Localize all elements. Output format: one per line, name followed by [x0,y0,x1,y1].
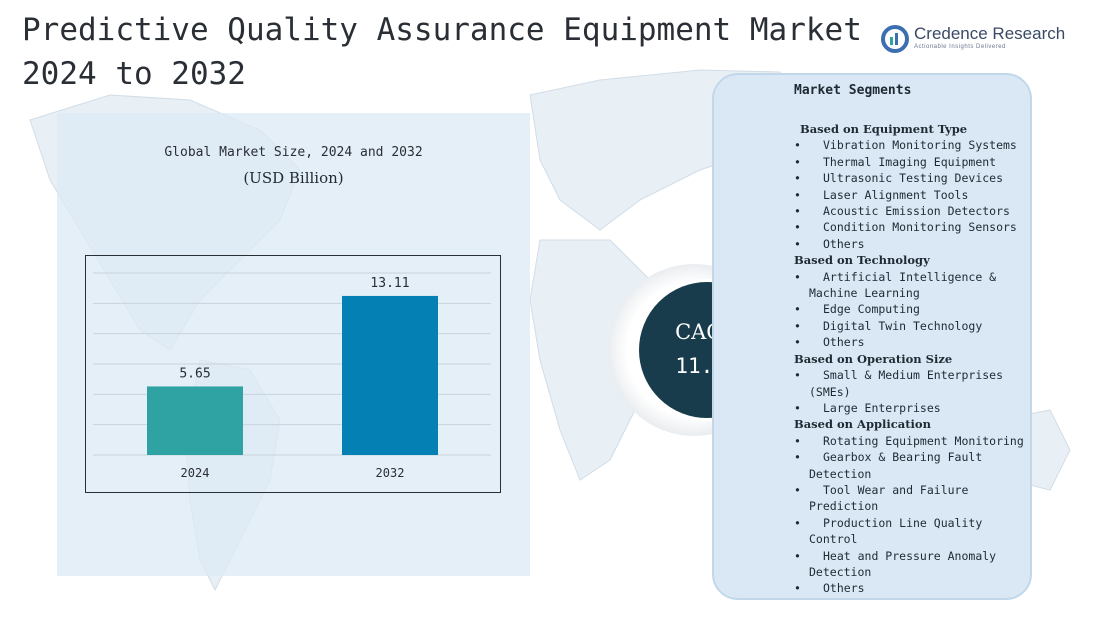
segment-item: Edge Computing [794,301,1032,318]
chart-title: Global Market Size, 2024 and 2032 [164,145,423,160]
segment-item: Thermal Imaging Equipment [794,154,1032,171]
credence-research-logo: Credence Research Actionable Insights De… [880,22,1070,56]
chart-panel: Global Market Size, 2024 and 2032 (USD B… [57,113,530,576]
segment-heading: Based on Operation Size [794,351,953,366]
segment-heading: Based on Application [794,417,931,432]
chart-unit: (USD Billion) [243,169,344,187]
title-line-2: 2024 to 2032 [22,56,246,92]
segment-item: Others [794,580,1032,597]
segment-item: Heat and Pressure Anomaly Detection [794,548,1032,581]
bar-2024 [147,386,243,455]
segment-item: Laser Alignment Tools [794,187,1032,204]
segment-item: Condition Monitoring Sensors [794,219,1032,236]
market-segments-panel: Market Segments Based on Equipment TypeV… [712,73,1032,600]
segments-list: Based on Equipment TypeVibration Monitor… [632,121,1032,597]
segment-item: Gearbox & Bearing Fault Detection [794,449,1032,482]
segment-heading: Based on Technology [794,253,930,268]
segment-item: Small & Medium Enterprises (SMEs) [794,367,1032,400]
data-label: 13.11 [370,276,409,291]
tick-label: 2024 [181,466,210,480]
segment-item: Digital Twin Technology [794,318,1032,335]
segment-item: Rotating Equipment Monitoring [794,433,1032,450]
page-title: Predictive Quality Assurance Equipment M… [22,8,882,96]
bar-chart: 5.65 2024 13.11 2032 [85,255,501,493]
chart-frame [85,255,501,493]
segment-item: Production Line Quality Control [794,515,1032,548]
logo-icon [881,25,909,53]
segment-item: Others [794,334,1032,351]
segment-item: Artificial Intelligence & Machine Learni… [794,269,1032,302]
logo-name: Credence Research [914,24,1066,43]
segment-item: Large Enterprises [794,400,1032,417]
segment-item: Ultrasonic Testing Devices [794,170,1032,187]
segment-item: Others [794,236,1032,253]
segment-item: Vibration Monitoring Systems [794,137,1032,154]
bar-2032 [342,295,438,455]
segment-heading: Based on Equipment Type [800,122,968,136]
logo-tagline: Actionable Insights Delivered [914,44,1006,50]
segment-item: Acoustic Emission Detectors [794,203,1032,220]
data-label: 5.65 [179,366,210,381]
segments-title: Market Segments [794,83,912,98]
title-line-1: Predictive Quality Assurance Equipment M… [22,12,862,48]
segment-item: Tool Wear and Failure Prediction [794,482,1032,515]
tick-label: 2032 [376,466,405,480]
